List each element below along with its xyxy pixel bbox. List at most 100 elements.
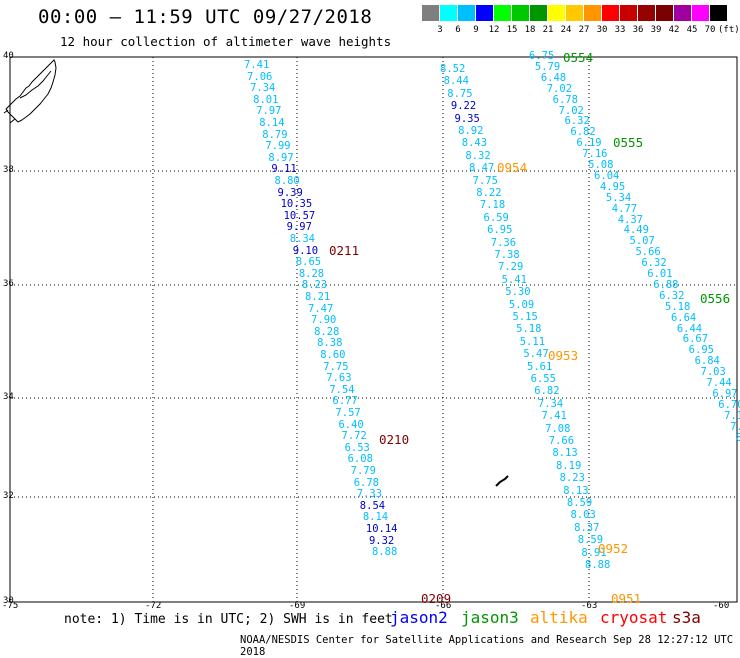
legend-label: 3 [437, 25, 443, 35]
swh-value: 5.61 [527, 360, 553, 373]
swh-value: 8.23 [301, 279, 328, 292]
swh-value: 5.11 [519, 335, 546, 348]
swh-value: 8.14 [259, 117, 285, 129]
satellite-name: cryosat [600, 608, 668, 627]
swh-value: 8.47 [469, 162, 495, 175]
legend-label: 12 [488, 25, 500, 35]
swh-value: 8.19 [556, 459, 582, 472]
swh-value: 8.13 [552, 447, 578, 460]
legend-swatch [548, 5, 565, 21]
swh-value: 6.88 [653, 278, 679, 291]
swh-value: 8.59 [566, 497, 593, 509]
swh-value: 6.59 [483, 211, 509, 224]
swh-value: 7.36 [490, 236, 517, 249]
swh-value: 8.34 [289, 233, 315, 245]
lon-label: -75 [2, 601, 19, 611]
swh-value: 7.44 [706, 377, 732, 389]
swh-value: 7.97 [256, 105, 282, 118]
legend-label: 36 [632, 25, 644, 35]
swh-value: 7.33 [356, 488, 383, 501]
legend-swatch [494, 5, 511, 21]
swh-value: 8.14 [362, 511, 389, 524]
swh-value: 6.77 [332, 395, 358, 408]
lat-label: 36 [3, 279, 14, 289]
pass-time-label: 0953 [548, 348, 579, 363]
swh-value: 6.95 [487, 224, 513, 237]
legend-swatch [710, 5, 727, 21]
swh-value: 8.21 [304, 291, 331, 303]
pass-time-label: 0554 [563, 50, 594, 65]
swh-value: 8.32 [465, 149, 491, 162]
swh-value: 9.97 [286, 221, 312, 234]
lat-label: 40 [3, 51, 14, 61]
swh-value: 7.54 [329, 383, 355, 396]
swh-value: 5.41 [501, 273, 527, 286]
swh-value: 9.39 [277, 186, 303, 199]
swh-value: 7.57 [335, 407, 361, 419]
swh-value: 7.18 [724, 409, 740, 422]
swh-value: 8.92 [458, 125, 484, 137]
swh-value: 8 [736, 431, 740, 444]
legend-swatch [458, 5, 475, 21]
pass-time-label: 0954 [497, 160, 528, 175]
island [495, 475, 509, 487]
legend-label: 15 [506, 25, 518, 35]
legend-label: 45 [686, 25, 698, 35]
swh-value: 5.34 [605, 191, 632, 204]
swh-value: 8.13 [563, 484, 589, 497]
swh-value: 6.82 [570, 126, 596, 139]
swh-value: 6.32 [564, 115, 590, 128]
swh-value: 6.32 [659, 289, 685, 302]
chart-subtitle: 12 hour collection of altimeter wave hei… [60, 34, 392, 49]
legend-label: 30 [596, 25, 608, 35]
swh-value: 7.41 [244, 59, 270, 71]
swh-value: 8.52 [440, 63, 466, 75]
swh-value: 7.75 [323, 360, 349, 373]
swh-value: 5.07 [629, 235, 655, 248]
swh-value: 4.95 [599, 180, 626, 193]
swh-value: 8.54 [359, 499, 386, 512]
note-text: note: 1) Time is in UTC; 2) SWH is in fe… [64, 612, 393, 627]
swh-value: 4.49 [623, 224, 649, 237]
swh-value: 8.88 [585, 559, 611, 571]
swh-value: 4.77 [611, 202, 638, 215]
legend-swatch [584, 5, 601, 21]
swh-value: 8.23 [559, 472, 585, 485]
swh-value: 7.72 [341, 430, 367, 443]
legend-label: 27 [578, 25, 590, 35]
coastline [5, 59, 57, 123]
pass-time-label: 0555 [613, 135, 644, 150]
lon-label: -72 [145, 601, 162, 611]
swh-value: 6.19 [576, 137, 602, 150]
swh-value: 8.38 [317, 337, 343, 350]
legend-swatch [620, 5, 637, 21]
swh-value: 5.30 [505, 286, 531, 299]
map-border [9, 56, 738, 603]
swh-value: 6.78 [353, 476, 379, 489]
swh-value: 7.02 [546, 82, 573, 95]
swh-value: 8.59 [577, 534, 604, 547]
legend-swatch [566, 5, 583, 21]
swh-value: 8.88 [372, 546, 398, 559]
swh-value: 10.57 [283, 209, 316, 222]
legend-label: 39 [650, 25, 662, 35]
lon-label: -69 [289, 601, 306, 611]
legend-swatch [656, 5, 673, 21]
swh-value: 5.08 [588, 159, 614, 171]
swh-value: 6.70 [718, 398, 740, 411]
swh-value: 10.14 [365, 523, 398, 535]
swh-value: 5.47 [523, 348, 549, 361]
lat-label: 34 [3, 392, 14, 402]
swh-value: 7.5 [730, 420, 740, 433]
swh-value: 6.82 [534, 385, 560, 398]
legend-swatch [512, 5, 529, 21]
swh-value: 8.28 [314, 325, 340, 338]
swh-value: 7.06 [247, 70, 273, 83]
swh-value: 8.01 [253, 93, 279, 106]
swh-value: 6.64 [670, 311, 697, 324]
legend-swatch [692, 5, 709, 21]
swh-value: 7.38 [494, 249, 520, 261]
swh-value: 7.66 [548, 435, 575, 447]
swh-value: 6.55 [530, 373, 556, 385]
